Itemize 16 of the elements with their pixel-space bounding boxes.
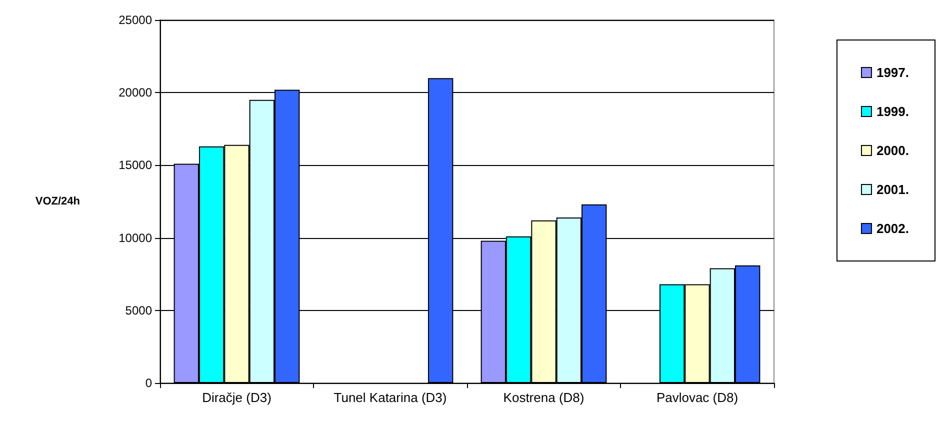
x-tick-label: Tunel Katarina (D3) [334, 390, 447, 405]
legend-label: 1997. [876, 65, 910, 80]
legend-label: 2000. [876, 143, 910, 158]
legend-label: 2001. [876, 182, 910, 197]
y-tick-label: 10000 [118, 230, 152, 245]
legend-label: 1999. [876, 104, 910, 119]
x-tick-label: Pavlovac (D8) [656, 390, 738, 405]
legend-label: 2002. [876, 221, 910, 236]
y-tick-label: 25000 [118, 13, 152, 27]
x-tick-label: Diračje (D3) [202, 390, 272, 405]
y-tick-label: 0 [145, 376, 152, 390]
y-tick-label: 15000 [118, 158, 152, 172]
y-tick-label: 20000 [118, 86, 152, 100]
x-tick-label: Kostrena (D8) [503, 390, 584, 405]
y-axis-title: VOZ/24h [35, 196, 80, 208]
y-tick-label: 5000 [125, 303, 152, 318]
